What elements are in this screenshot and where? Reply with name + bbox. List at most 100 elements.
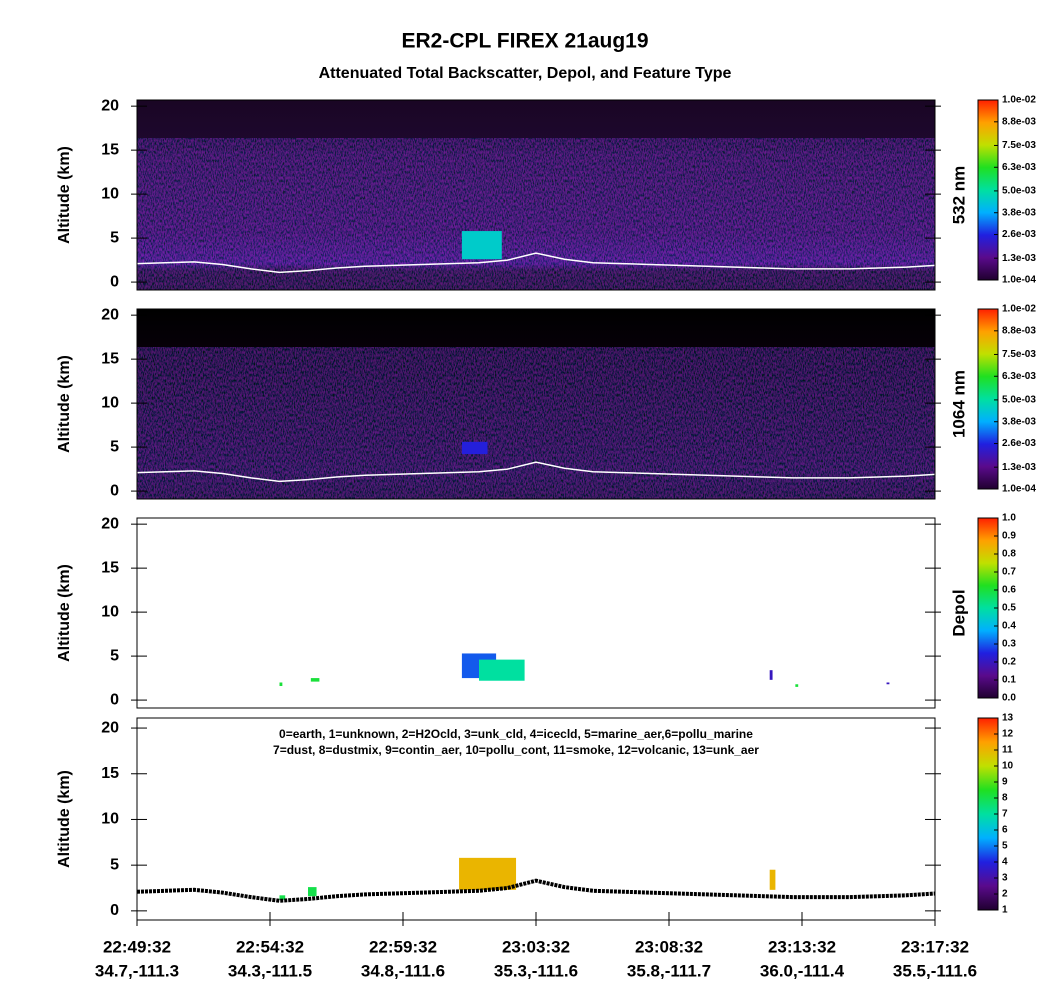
plot-frame — [136, 308, 936, 500]
panel: 0 5 10 15 20 Altitude (km) 532 nm 1.0e-04 1.3e-0… — [56, 95, 1036, 291]
feature — [461, 441, 488, 455]
feature — [769, 670, 773, 680]
feature — [769, 869, 776, 890]
colorbar-tick-label: 0.5 — [1002, 603, 1016, 614]
colorbar-tick-label: 7.5e-03 — [1002, 140, 1036, 151]
chart-title: ER2-CPL FIREX 21aug19 — [401, 30, 648, 53]
plot-frame — [136, 517, 936, 709]
y-tick-label: 0 — [110, 482, 119, 499]
y-tick-label: 20 — [101, 97, 119, 114]
colorbar — [977, 308, 999, 490]
colorbar-tick-label: 1.0e-02 — [1002, 304, 1036, 315]
y-tick-label: 15 — [101, 559, 119, 576]
feature — [308, 887, 317, 897]
colorbar-title: Depol — [949, 589, 968, 636]
colorbar-tick-label: 5.0e-03 — [1002, 395, 1036, 406]
colorbar-tick-label: 3.8e-03 — [1002, 416, 1036, 427]
colorbar-tick-label: 2.6e-03 — [1002, 438, 1036, 449]
colorbar-tick-label: 7 — [1002, 809, 1008, 820]
colorbar — [977, 99, 999, 281]
colorbar-tick-label: 1.3e-03 — [1002, 462, 1036, 473]
panel: 0 5 10 15 20 Altitude (km) 1064 nm 1.0e-04 1.3e-… — [56, 304, 1036, 500]
colorbar-tick-label: 4 — [1002, 857, 1008, 868]
colorbar-tick-label: 8.8e-03 — [1002, 116, 1036, 127]
feature — [310, 678, 320, 682]
y-axis-label: Altitude (km) — [56, 564, 73, 662]
backscatter-noise — [137, 138, 935, 290]
colorbar-tick-label: 12 — [1002, 729, 1014, 740]
feature — [886, 682, 890, 685]
plot-frame — [136, 99, 936, 291]
colorbar-tick-label: 1 — [1002, 905, 1008, 916]
colorbar-tick-label: 8 — [1002, 793, 1008, 804]
feature — [461, 231, 502, 260]
x-tick-time: 23:08:32 — [635, 937, 703, 956]
colorbar-tick-label: 0.4 — [1002, 621, 1016, 632]
colorbar-tick-label: 8.8e-03 — [1002, 325, 1036, 336]
colorbar-tick-label: 1.0e-04 — [1002, 484, 1036, 495]
colorbar-tick-label: 2.6e-03 — [1002, 229, 1036, 240]
x-tick-location: 34.7,-111.3 — [95, 961, 179, 980]
colorbar-tick-label: 1.0 — [1002, 513, 1016, 524]
colorbar-tick-label: 3.8e-03 — [1002, 207, 1036, 218]
y-axis-label: Altitude (km) — [56, 146, 73, 244]
colorbar-title: 532 nm — [949, 166, 968, 225]
y-tick-label: 20 — [101, 306, 119, 323]
x-tick-location: 35.3,-111.6 — [494, 961, 578, 980]
y-tick-label: 0 — [110, 902, 119, 919]
colorbar-tick-label: 6.3e-03 — [1002, 371, 1036, 382]
colorbar-tick-label: 1.0e-02 — [1002, 95, 1036, 106]
feature — [279, 682, 283, 687]
y-tick-label: 0 — [110, 691, 119, 708]
colorbar-tick-label: 1.0e-04 — [1002, 275, 1036, 286]
y-tick-label: 15 — [101, 141, 119, 158]
colorbar-tick-label: 0.6 — [1002, 585, 1016, 596]
feature — [459, 857, 517, 890]
y-axis-label: Altitude (km) — [56, 355, 73, 453]
y-tick-label: 10 — [101, 185, 119, 202]
y-axis-label: Altitude (km) — [56, 770, 73, 868]
x-tick-location: 35.8,-111.7 — [627, 961, 711, 980]
x-tick-location: 35.5,-111.6 — [893, 961, 977, 980]
colorbar-tick-label: 13 — [1002, 713, 1014, 724]
surface-line — [136, 461, 936, 483]
colorbar-tick-label: 5 — [1002, 841, 1008, 852]
y-tick-label: 10 — [101, 811, 119, 828]
colorbar-tick-label: 10 — [1002, 761, 1014, 772]
y-tick-label: 5 — [110, 647, 119, 664]
legend-note: 7=dust, 8=dustmix, 9=contin_aer, 10=poll… — [273, 743, 759, 757]
legend-note: 0=earth, 1=unknown, 2=H2Ocld, 3=unk_cld,… — [279, 727, 753, 741]
y-tick-label: 20 — [101, 515, 119, 532]
colorbar-tick-label: 6 — [1002, 825, 1008, 836]
y-tick-label: 10 — [101, 394, 119, 411]
surface-line — [136, 252, 936, 274]
colorbar-tick-label: 7.5e-03 — [1002, 349, 1036, 360]
colorbar-tick-label: 0.8 — [1002, 549, 1016, 560]
colorbar-tick-label: 0.9 — [1002, 531, 1016, 542]
colorbar-tick-label: 6.3e-03 — [1002, 162, 1036, 173]
chart-subtitle: Attenuated Total Backscatter, Depol, and… — [319, 65, 732, 82]
y-tick-label: 5 — [110, 229, 119, 246]
backscatter-noise — [137, 347, 935, 499]
y-tick-label: 5 — [110, 438, 119, 455]
colorbar-tick-label: 0.1 — [1002, 675, 1016, 686]
colorbar-tick-label: 1.3e-03 — [1002, 253, 1036, 264]
feature — [279, 895, 286, 900]
surface-line — [136, 878, 936, 903]
y-tick-label: 20 — [101, 719, 119, 736]
y-tick-label: 5 — [110, 856, 119, 873]
y-tick-label: 10 — [101, 603, 119, 620]
x-tick-location: 34.3,-111.5 — [228, 961, 312, 980]
colorbar-tick-label: 3 — [1002, 873, 1008, 884]
y-tick-label: 15 — [101, 350, 119, 367]
colorbar-tick-label: 9 — [1002, 777, 1008, 788]
x-tick-time: 23:03:32 — [502, 937, 570, 956]
colorbar-tick-label: 0.0 — [1002, 693, 1016, 704]
x-tick-time: 23:17:32 — [901, 937, 969, 956]
feature — [479, 659, 525, 681]
x-tick-time: 22:54:32 — [236, 937, 304, 956]
x-tick-time: 22:49:32 — [103, 937, 171, 956]
colorbar-tick-label: 0.7 — [1002, 567, 1016, 578]
